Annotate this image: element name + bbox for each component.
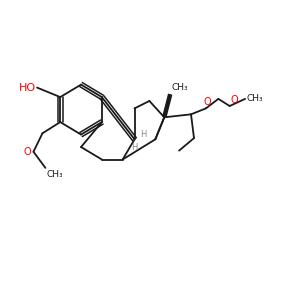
Text: CH₃: CH₃ bbox=[46, 170, 63, 179]
Text: O: O bbox=[23, 147, 31, 157]
Text: O: O bbox=[203, 97, 211, 107]
Text: CH₃: CH₃ bbox=[247, 94, 263, 103]
Text: H: H bbox=[140, 130, 147, 139]
Text: H: H bbox=[131, 143, 138, 152]
Text: O: O bbox=[231, 94, 239, 104]
Text: HO: HO bbox=[18, 82, 36, 93]
Text: CH₃: CH₃ bbox=[171, 83, 188, 92]
